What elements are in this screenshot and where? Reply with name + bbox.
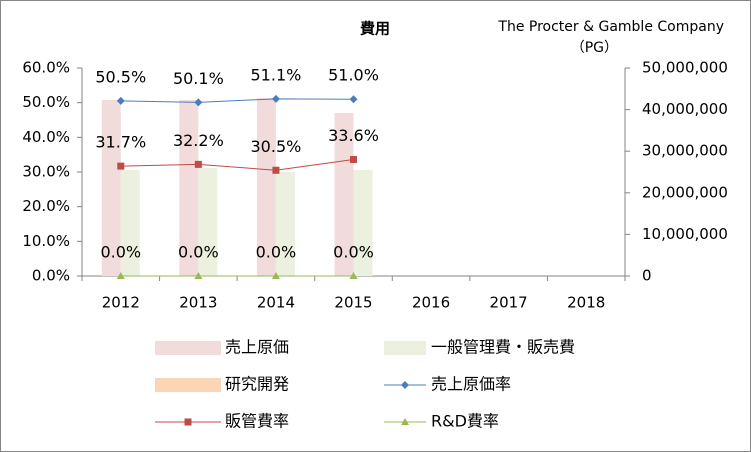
chart-subtitle: The Procter & Gamble Company <box>497 19 724 35</box>
y2-tick-label: 20,000,000 <box>642 183 728 201</box>
x-tick-label: 2017 <box>490 294 528 312</box>
marker <box>349 95 358 104</box>
marker <box>116 272 125 279</box>
x-tick-label: 2014 <box>257 294 295 312</box>
legend-label: 売上原価率 <box>431 375 511 394</box>
data-label: 32.2% <box>173 131 224 150</box>
x-tick-label: 2012 <box>102 294 140 312</box>
x-tick-label: 2016 <box>412 294 450 312</box>
y2-tick-label: 10,000,000 <box>642 225 728 243</box>
bar <box>256 97 276 277</box>
data-label: 51.1% <box>251 65 302 84</box>
y2-tick-label: 40,000,000 <box>642 100 728 118</box>
legend-marker <box>401 418 409 425</box>
y-tick-label: 20.0% <box>22 197 70 215</box>
data-label: 31.7% <box>95 133 146 152</box>
data-label: 0.0% <box>178 243 219 262</box>
y2-tick-label: 30,000,000 <box>642 142 728 160</box>
legend-label: 販管費率 <box>225 412 289 431</box>
marker <box>271 272 280 279</box>
line <box>120 159 354 171</box>
data-label: 33.6% <box>328 126 379 145</box>
bar <box>101 100 121 276</box>
marker <box>194 98 203 107</box>
x-tick-label: 2013 <box>179 294 217 312</box>
marker <box>194 160 202 168</box>
legend-swatch <box>155 378 221 392</box>
bar <box>120 169 140 276</box>
marker <box>272 166 280 174</box>
y-tick-label: 60.0% <box>22 59 70 77</box>
y-tick-label: 50.0% <box>22 93 70 111</box>
chart-title: 費用 <box>360 20 390 38</box>
bar <box>275 172 295 276</box>
marker <box>194 272 203 279</box>
marker <box>116 96 125 105</box>
legend-label: 研究開発 <box>225 375 289 394</box>
bar <box>179 100 199 276</box>
legend-marker <box>401 381 409 389</box>
x-tick-label: 2015 <box>334 294 372 312</box>
legend-label: 売上原価 <box>225 338 289 357</box>
y2-tick-label: 50,000,000 <box>642 59 728 77</box>
bar <box>353 169 373 276</box>
line <box>120 98 354 103</box>
data-label: 50.1% <box>173 69 224 88</box>
legend-swatch <box>384 341 426 355</box>
bar <box>334 112 354 276</box>
data-label: 50.5% <box>95 67 146 86</box>
legend-swatch <box>155 341 221 355</box>
legend-marker <box>184 418 192 426</box>
y-tick-label: 10.0% <box>22 232 70 250</box>
y-tick-label: 40.0% <box>22 128 70 146</box>
data-label: 30.5% <box>251 137 302 156</box>
marker <box>350 156 357 164</box>
bar <box>198 167 218 276</box>
ticker: （PG） <box>571 40 618 56</box>
y-tick-label: 30.0% <box>22 163 70 181</box>
marker <box>349 272 358 279</box>
marker <box>271 94 280 103</box>
marker <box>117 162 125 170</box>
data-label: 0.0% <box>256 243 297 262</box>
data-label: 0.0% <box>100 243 141 262</box>
y2-tick-label: 0 <box>642 267 652 285</box>
legend-label: R&D費率 <box>431 412 499 431</box>
data-label: 0.0% <box>333 243 374 262</box>
x-tick-label: 2018 <box>567 294 605 312</box>
y-tick-label: 0.0% <box>32 267 70 285</box>
data-label: 51.0% <box>328 66 379 85</box>
legend-label: 一般管理費・販売費 <box>431 338 575 357</box>
